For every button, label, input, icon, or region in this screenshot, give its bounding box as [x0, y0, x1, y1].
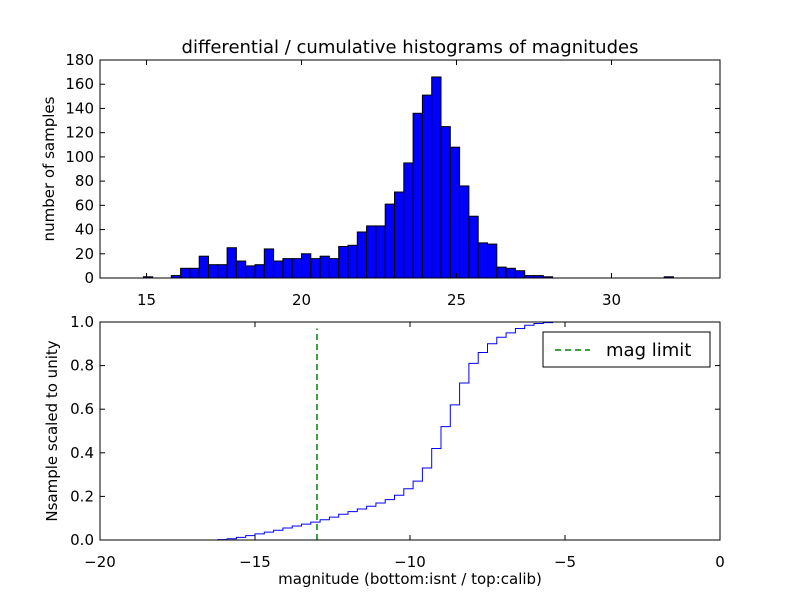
cumulative-step-line: [100, 321, 719, 541]
histogram-bar: [347, 244, 358, 279]
top-xtick-label: 15: [137, 291, 156, 309]
top-axes-frame: [99, 59, 721, 279]
histogram-bar: [496, 266, 507, 279]
histogram-bar: [421, 94, 433, 279]
histogram-bars: [142, 76, 675, 279]
bottom-xtick-label: 0: [715, 553, 725, 571]
histogram-bar: [226, 247, 237, 279]
histogram-bar: [208, 264, 219, 279]
histogram-bar: [366, 225, 377, 279]
legend: mag limit: [542, 331, 711, 368]
cumulative-lines: [100, 321, 719, 541]
top-ytick-label: 60: [75, 196, 94, 214]
histogram-bar: [291, 258, 303, 279]
histogram-bar: [356, 231, 368, 279]
histogram-bar: [180, 267, 191, 279]
legend-label-mag-limit: mag limit: [606, 340, 691, 361]
top-ytick-label: 180: [65, 51, 94, 69]
histogram-bar: [198, 255, 209, 279]
histogram-bar: [514, 270, 526, 279]
histogram-bar: [449, 146, 461, 279]
histogram-bar: [459, 185, 470, 279]
histogram-bar: [338, 246, 349, 279]
top-ytick-label: 140: [65, 99, 94, 117]
histogram-bar: [263, 248, 275, 279]
top-ytick-label: 120: [65, 124, 94, 142]
bottom-ytick-label: 0.0: [70, 531, 94, 549]
histogram-bar: [273, 260, 284, 279]
bottom-ytick-label: 0.4: [70, 444, 94, 462]
top-ytick-label: 80: [75, 172, 94, 190]
histogram-bar: [440, 126, 451, 279]
histogram-bar: [245, 265, 256, 279]
bottom-xtick-label: −5: [554, 553, 576, 571]
histogram-bar: [254, 264, 265, 279]
bottom-ytick-label: 0.6: [70, 400, 94, 418]
histogram-bar: [310, 258, 321, 279]
top-ytick-label: 40: [75, 221, 94, 239]
histogram-bar: [301, 253, 312, 279]
histogram-bar: [235, 260, 247, 279]
histogram-bar: [477, 242, 489, 279]
histogram-bar: [217, 264, 228, 279]
histogram-bar: [468, 215, 479, 279]
bottom-ytick-label: 0.8: [70, 357, 94, 375]
top-axes: 15 20 25 30 0 20 40 60 80 100 120 140 160 180: [65, 51, 720, 309]
histogram-bar: [505, 267, 516, 279]
top-xtick-label: 25: [447, 291, 466, 309]
bottom-axes: −20 −15 −10 −5 0 0.0 0.2 0.4 0.6 0.8 1.0: [70, 313, 725, 571]
top-ytick-label: 0: [84, 269, 94, 287]
bottom-xlabel: magnitude (bottom:isnt / top:calib): [278, 570, 542, 588]
top-ytick-label: 100: [65, 148, 94, 166]
histogram-bar: [487, 243, 498, 279]
bottom-ylabel: Nsample scaled to unity: [43, 340, 61, 521]
top-xtick-label: 20: [292, 291, 311, 309]
top-ytick-label: 20: [75, 245, 94, 263]
bottom-ytick-label: 1.0: [70, 313, 94, 331]
histogram-bar: [403, 162, 414, 279]
histogram-bar: [394, 191, 405, 279]
bottom-ytick-label: 0.2: [70, 487, 94, 505]
bottom-xtick-label: −10: [394, 553, 426, 571]
histogram-bar: [282, 258, 293, 279]
histogram-bar: [328, 258, 340, 279]
histogram-bar: [431, 76, 442, 279]
histogram-bar: [319, 255, 330, 279]
top-xtick-label: 30: [602, 291, 621, 309]
histogram-bar: [412, 112, 423, 279]
histogram-bar: [375, 225, 386, 279]
histogram-bar: [384, 203, 396, 279]
bottom-xtick-label: −15: [239, 553, 271, 571]
top-title: differential / cumulative histograms of …: [182, 37, 639, 58]
bottom-xtick-label: −20: [84, 553, 116, 571]
top-ytick-label: 160: [65, 75, 94, 93]
histogram-bar: [189, 267, 200, 279]
top-ylabel: number of samples: [40, 96, 58, 241]
